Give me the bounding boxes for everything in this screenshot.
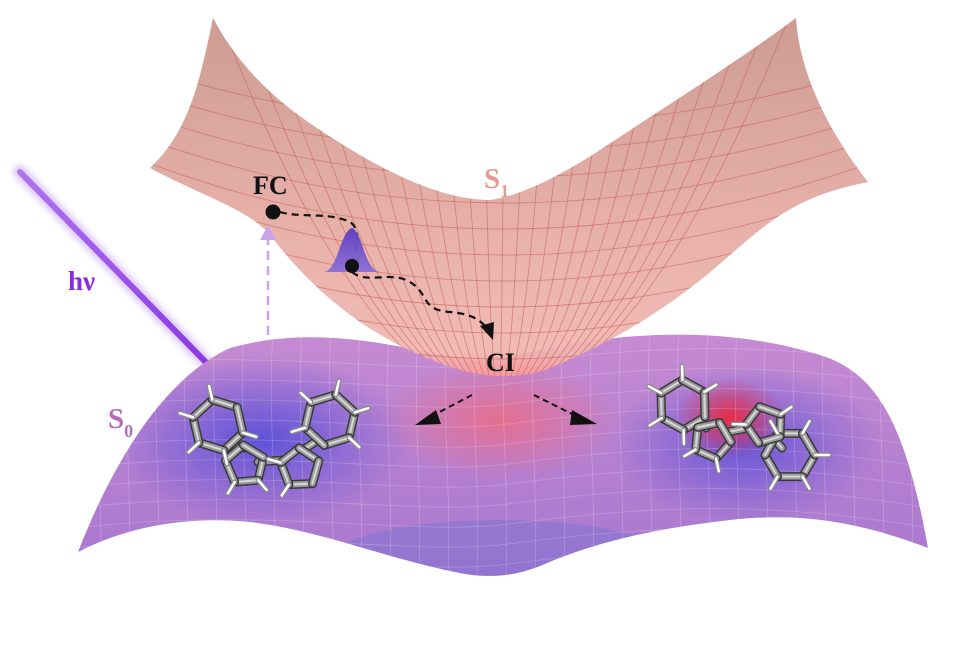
excitation-arrow <box>260 225 276 335</box>
s0-subscript: 0 <box>124 421 133 441</box>
ci-label: CI <box>486 348 515 377</box>
s1-subscript: 1 <box>500 181 509 201</box>
photon-label: hν <box>68 266 95 296</box>
s1-label: S1 <box>484 163 509 201</box>
s0-label: S0 <box>108 403 133 441</box>
ci-left-arrowhead <box>415 410 441 425</box>
fc-point <box>265 204 281 220</box>
planar-fulvalene-molecule <box>177 378 371 498</box>
wavepacket-icon <box>324 228 380 273</box>
fc-label: FC <box>253 171 288 200</box>
molecule-bonds <box>656 375 820 482</box>
molecule-hydrogens <box>646 363 832 492</box>
twisted-fulvalene-molecule <box>646 363 832 492</box>
reaction-path-arrowhead <box>480 322 494 340</box>
ci-right-arrowhead <box>570 410 597 425</box>
molecule-hydrogens <box>177 378 371 498</box>
